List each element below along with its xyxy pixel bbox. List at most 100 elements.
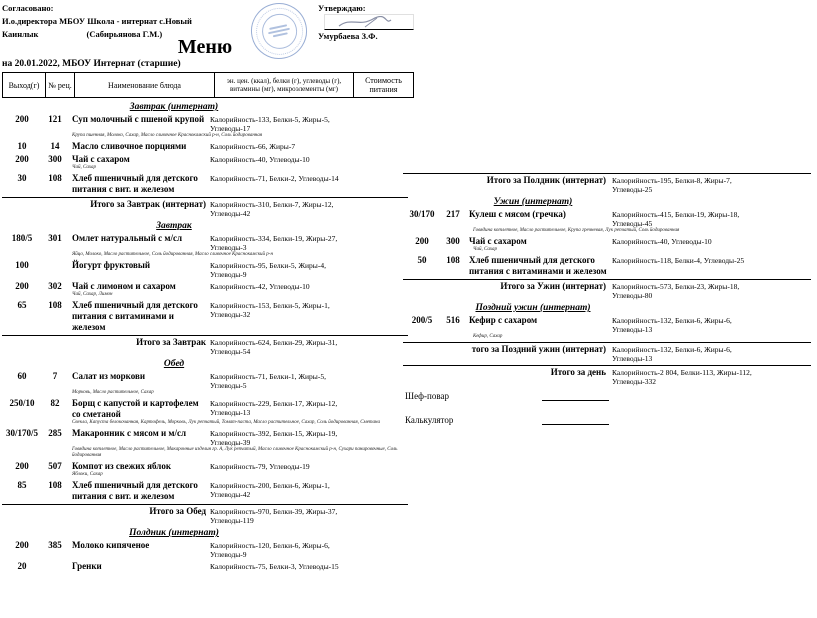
- dish-entry: 50 108 Хлеб пшеничный для детского питания…: [403, 255, 811, 277]
- dish-name: Хлеб пшеничный для детского питания с ви…: [72, 300, 198, 332]
- agreed-signer-name: (Сабирьянова Г.М.): [86, 29, 163, 39]
- dish-recipe-number: 301: [48, 233, 62, 243]
- dish-recipe-number: 121: [48, 114, 62, 124]
- dish-nutrition: Калорийность-153, Белки-5, Жиры-1, Углев…: [210, 301, 330, 319]
- dish-nutrition: Калорийность-66, Жиры-7: [210, 142, 296, 151]
- dish-portion: 200: [15, 114, 29, 124]
- dish-nutrition: Калорийность-40, Углеводы-10: [612, 237, 712, 246]
- dish-portion: 100: [15, 260, 29, 270]
- dish-portion: 200: [15, 281, 29, 291]
- approved-signer-name: Умурбаева З.Ф.: [318, 31, 378, 41]
- dish-name: Гренки: [72, 561, 102, 571]
- dish-name: Молоко кипяченое: [72, 540, 150, 550]
- header-col-cost: Стоимость питания: [353, 72, 414, 98]
- menu-left-column: Завтрак (интернат) 200 121 Суп молочный с п…: [2, 100, 408, 574]
- dish-nutrition: Калорийность-415, Белки-19, Жиры-18, Угл…: [612, 210, 740, 228]
- dish-portion: 20: [17, 561, 27, 571]
- dish-recipe-number: 217: [446, 209, 460, 219]
- dish-entry: 85 108 Хлеб пшеничный для детского питания…: [2, 480, 408, 502]
- approved-signature-area: [324, 14, 414, 30]
- section-total-row: того за Поздний ужин (интернат) Калорийно…: [403, 342, 811, 363]
- dish-portion: 30/170/5: [5, 428, 38, 438]
- dish-recipe-number: 300: [48, 154, 62, 164]
- dish-name: Компот из свежих яблок: [72, 461, 172, 471]
- dish-nutrition: Калорийность-132, Белки-6, Жиры-6, Углев…: [612, 316, 732, 334]
- dish-ingredients: Морковь, Масло растительное, Сахар: [72, 390, 154, 395]
- section-heading: Завтрак (интернат): [129, 102, 219, 112]
- dish-entry: 200 300 Чай с сахаром Калорийность-40, Угле…: [403, 236, 811, 253]
- dish-portion: 200: [15, 461, 29, 471]
- dish-row: 200 385 Молоко кипяченое Калорийность-120, …: [2, 540, 408, 559]
- dish-portion: 10: [17, 141, 27, 151]
- header-col-output: Выход(г): [2, 72, 46, 98]
- dish-ingredients: Яблоки, Сахар: [72, 472, 103, 477]
- chef-signature-row: Шеф-повар: [405, 390, 615, 401]
- section-heading: Обед: [163, 359, 185, 369]
- dish-recipe-number: 385: [48, 540, 62, 550]
- dish-recipe-number: 507: [48, 461, 62, 471]
- total-label: Итого за Завтрак (интернат): [90, 199, 206, 209]
- dish-name: Чай с сахаром: [469, 236, 527, 246]
- section-heading: Завтрак: [156, 221, 192, 231]
- dish-nutrition: Калорийность-392, Белки-15, Жиры-19, Угл…: [210, 429, 338, 447]
- approved-label: Утверждаю:: [318, 3, 366, 13]
- dish-nutrition: Калорийность-71, Белки-1, Жиры-5, Углево…: [210, 372, 326, 390]
- total-label: того за Поздний ужин (интернат): [471, 344, 606, 354]
- dish-entry: 30 108 Хлеб пшеничный для детского питания…: [2, 173, 408, 195]
- header-col-recipe: № рец.: [45, 72, 75, 98]
- total-label: Итого за Завтрак: [136, 337, 206, 347]
- dish-ingredients: Чай, Сахар: [72, 165, 96, 170]
- total-nutrition: Калорийность-2 804, Белки-113, Жиры-112,…: [612, 368, 752, 386]
- dish-entry: 200 121 Суп молочный с пшеной крупой Калори…: [2, 114, 408, 139]
- dish-entry: 20 Гренки Калорийность-75, Белки-3, Углево…: [2, 561, 408, 572]
- agreed-director-line: И.о.директора МБОУ Школа - интернат с.Но…: [2, 16, 192, 26]
- dish-entry: 200 300 Чай с сахаром Калорийность-40, Угле…: [2, 154, 408, 171]
- page-title: Меню: [177, 36, 233, 58]
- dish-portion: 200: [15, 154, 29, 164]
- section-total-row: Итого за день Калорийность-2 804, Белки-1…: [403, 365, 811, 386]
- total-nutrition: Калорийность-132, Белки-6, Жиры-6, Углев…: [612, 345, 732, 363]
- section-heading: Поздний ужин (интернат): [475, 303, 591, 313]
- dish-row: 200 507 Компот из свежих яблок Калорийность…: [2, 461, 408, 472]
- dish-row: 30 108 Хлеб пшеничный для детского питания…: [2, 173, 408, 195]
- dish-portion: 60: [17, 371, 27, 381]
- signature-block: Шеф-повар Калькулятор: [405, 390, 615, 438]
- dish-ingredients: Говядина котлетное, Масло растительное, …: [72, 447, 398, 458]
- agreed-block: Согласовано: И.о.директора МБОУ Школа - …: [2, 2, 252, 41]
- total-label: Итого за Обед: [149, 506, 206, 516]
- signature-mark-icon: [338, 16, 392, 28]
- dish-nutrition: Калорийность-120, Белки-6, Жиры-6, Углев…: [210, 541, 330, 559]
- dish-name: Макаронник с мясом и м/сл: [72, 428, 187, 438]
- dish-recipe-number: 82: [50, 398, 60, 408]
- menu-date-subtitle: на 20.01.2022, МБОУ Интернат (старшие): [2, 59, 181, 69]
- dish-portion: 30: [17, 173, 27, 183]
- dish-row: 180/5 301 Омлет натуральный с м/сл Калорийн…: [2, 233, 408, 252]
- dish-row: 100 Йогурт фруктовый Калорийность-95, Белк…: [2, 260, 408, 279]
- dish-nutrition: Калорийность-79, Углеводы-19: [210, 462, 310, 471]
- total-nutrition: Калорийность-970, Белки-39, Жиры-37, Угл…: [210, 507, 338, 525]
- dish-ingredients: Чай, Сахар, Лимон: [72, 292, 113, 297]
- section-total-row: Итого за Обед Калорийность-970, Белки-39,…: [2, 504, 408, 525]
- approved-block: Утверждаю: Умурбаева З.Ф.: [318, 2, 428, 42]
- dish-row: 30/170 217 Кулеш с мясом (гречка) Калорийно…: [403, 209, 811, 228]
- dish-recipe-number: 300: [446, 236, 460, 246]
- dish-entry: 200 302 Чай с лимоном и сахаром Калорийност…: [2, 281, 408, 298]
- total-label: Итого за день: [550, 367, 606, 377]
- dish-recipe-number: 14: [50, 141, 60, 151]
- dish-entry: 65 108 Хлеб пшеничный для детского питания…: [2, 300, 408, 333]
- calculator-signature-row: Калькулятор: [405, 414, 615, 425]
- agreed-label: Согласовано:: [2, 3, 54, 13]
- dish-row: 250/10 82 Борщ с капустой и картофелем со …: [2, 398, 408, 420]
- dish-ingredients: Говядина котлетное, Масло растительное, …: [473, 228, 680, 233]
- dish-nutrition: Калорийность-42, Углеводы-10: [210, 282, 310, 291]
- dish-portion: 200: [415, 236, 429, 246]
- dish-nutrition: Калорийность-133, Белки-5, Жиры-5, Углев…: [210, 115, 330, 133]
- dish-row: 50 108 Хлеб пшеничный для детского питания…: [403, 255, 811, 277]
- dish-name: Борщ с капустой и картофелем со сметаной: [72, 398, 199, 419]
- table-header: Выход(г) № рец. Наименование блюда эн. ц…: [2, 72, 414, 98]
- dish-nutrition: Калорийность-200, Белки-6, Жиры-1, Углев…: [210, 481, 330, 499]
- dish-row: 10 14 Масло сливочное порциями Калорийность…: [2, 141, 408, 152]
- dish-recipe-number: 108: [48, 300, 62, 310]
- calculator-signature-line: [542, 414, 609, 425]
